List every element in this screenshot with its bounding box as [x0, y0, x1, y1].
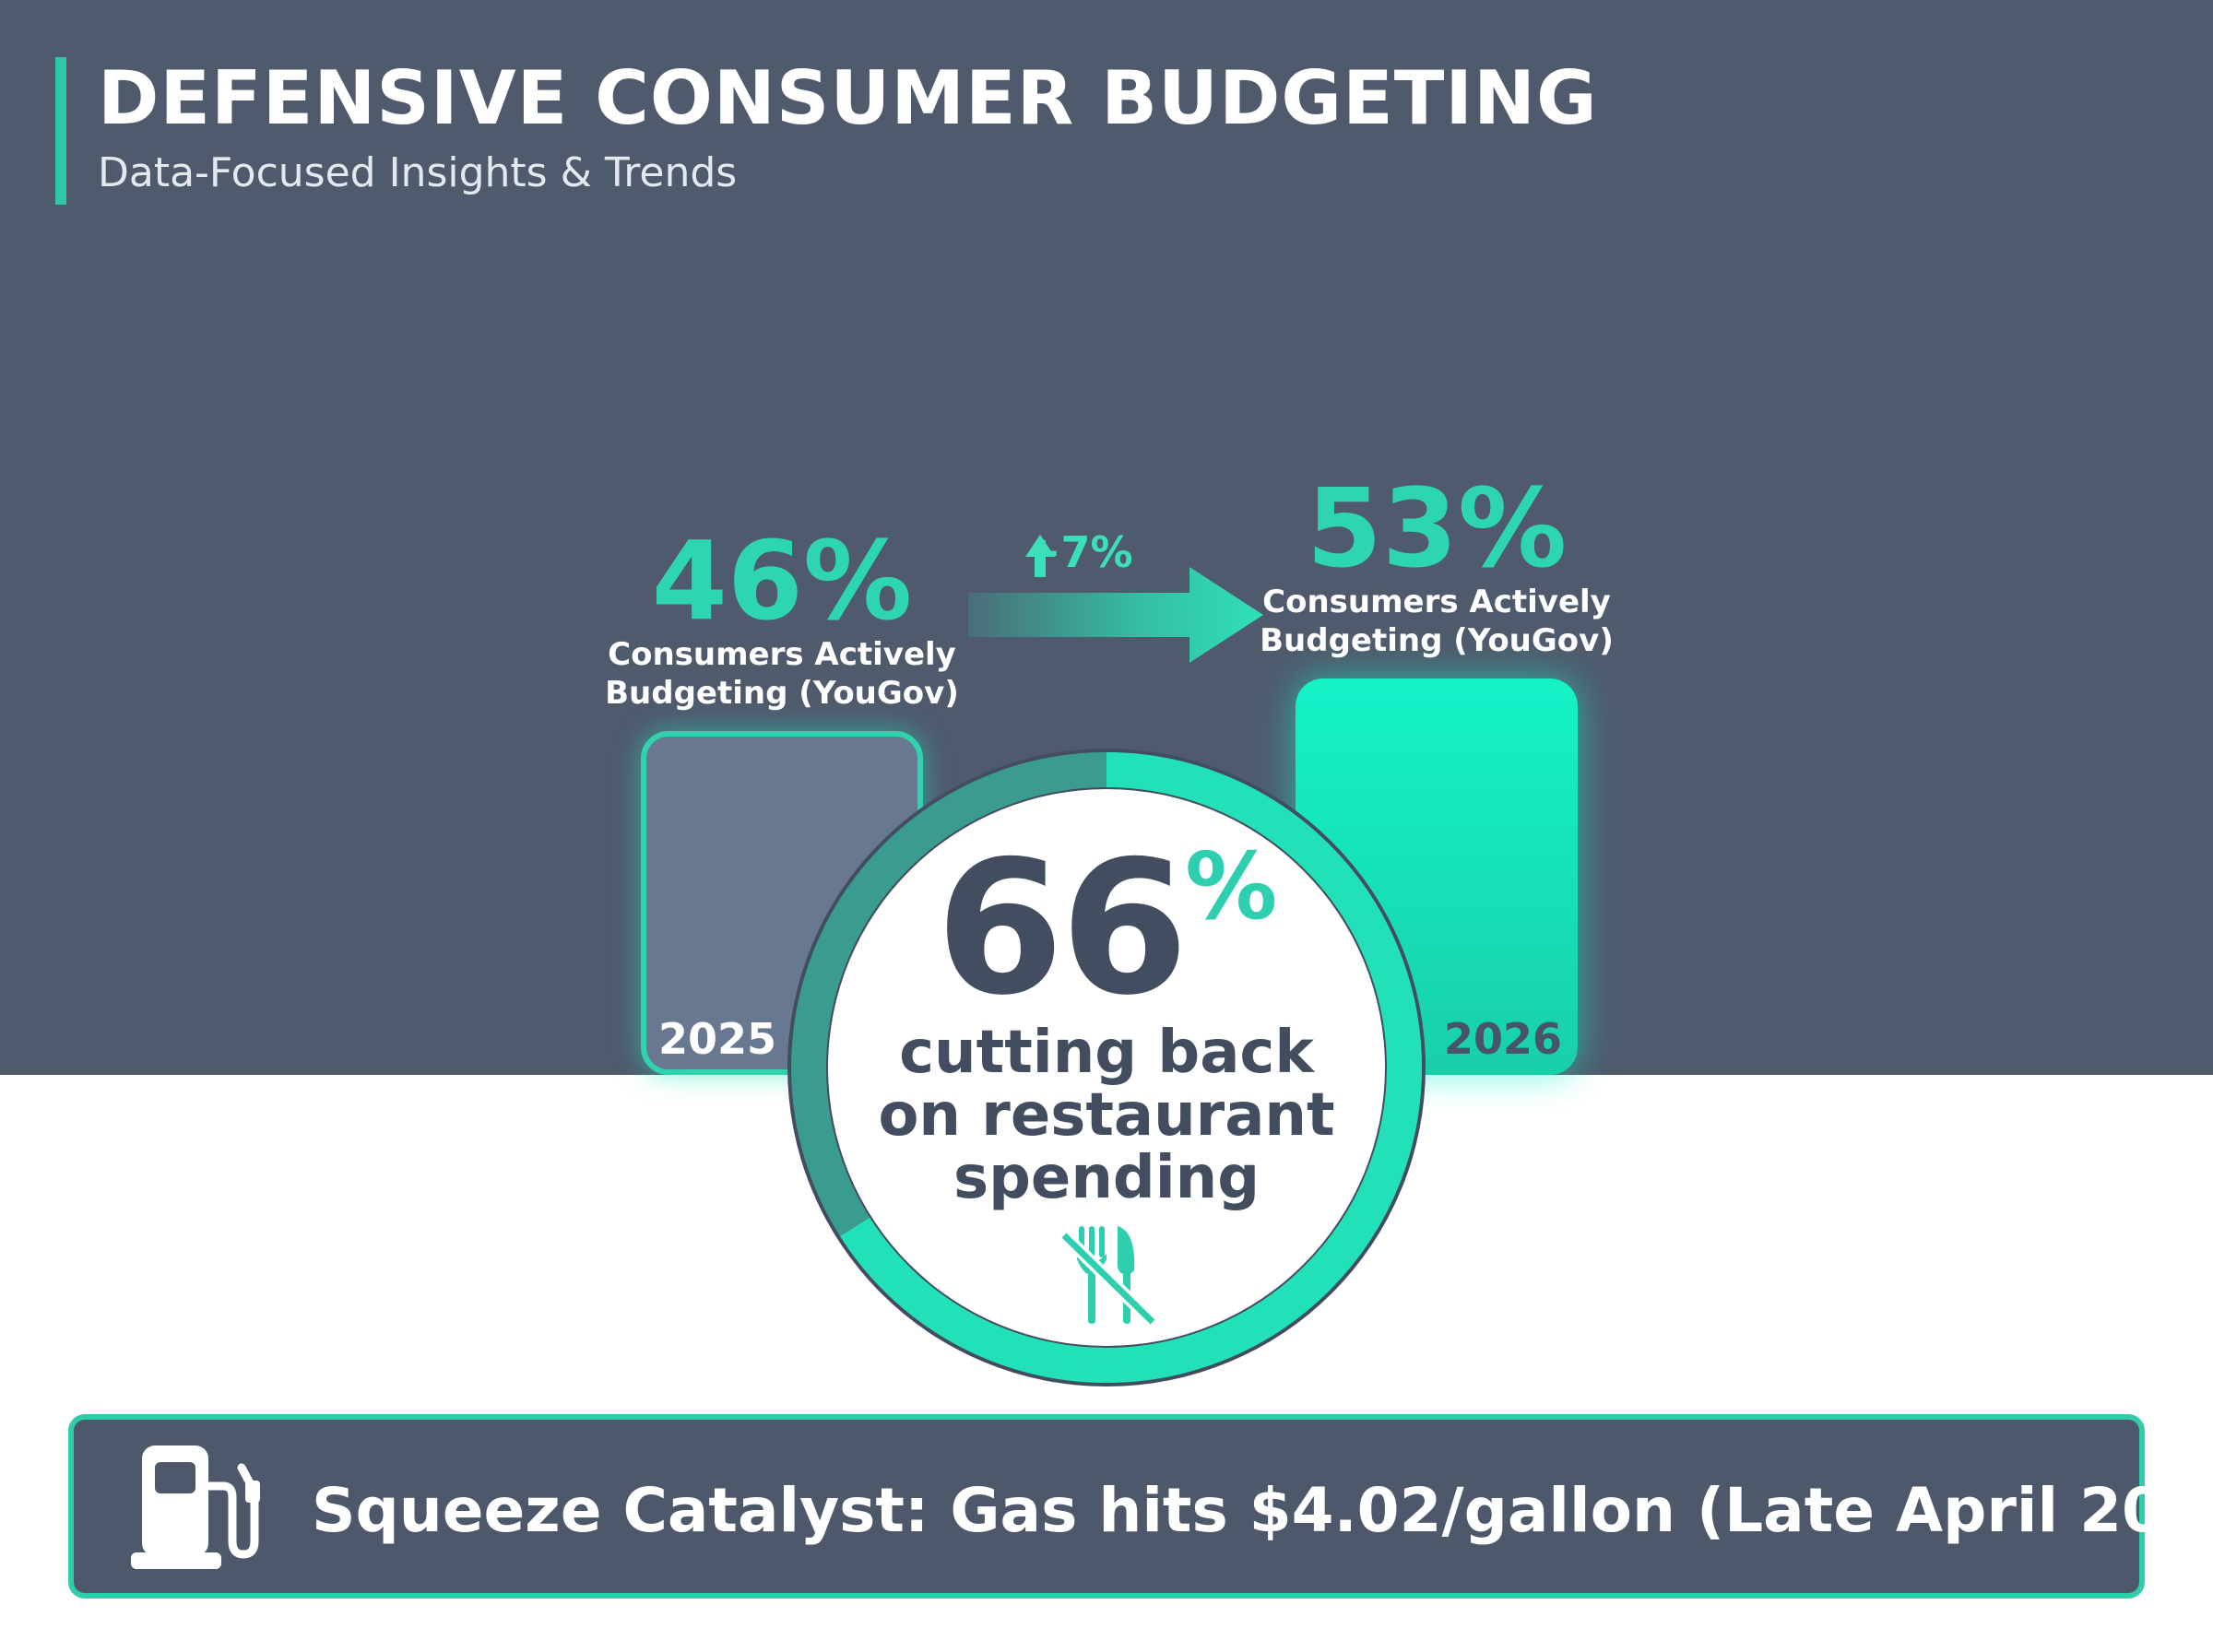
change-arrow-icon [968, 535, 1263, 663]
bar-2026-description: Consumers Actively Budgeting (YouGov) [1260, 584, 1614, 660]
gas-pump-icon [131, 1446, 260, 1569]
restaurant-stat-caption: cutting back on restaurant spending [784, 1021, 1429, 1210]
page-title: DEFENSIVE CONSUMER BUDGETING [98, 55, 1598, 141]
caption-line-1: cutting back [899, 1019, 1314, 1087]
page-subtitle: Data-Focused Insights & Trends [98, 149, 738, 196]
bar-2025-year-label: 2025 [657, 1014, 777, 1064]
bar-2026-year-label: 2026 [1443, 1014, 1563, 1064]
title-accent-bar [55, 57, 66, 205]
restaurant-progress-ring [787, 749, 1426, 1386]
restaurant-progress-arc [791, 752, 1422, 1383]
caption-line-2: on restaurant [878, 1081, 1335, 1150]
restaurant-stat-number: 66 [935, 821, 1189, 1036]
restaurant-stat-unit: % [1185, 832, 1278, 940]
catalyst-banner: Squeeze Catalyst: Gas hits $4.02/gallon … [68, 1414, 2213, 1599]
bar-2025-description: Consumers Actively Budgeting (YouGov) [605, 636, 959, 713]
no-dining-icon [1059, 1226, 1157, 1328]
change-label: +7% [1025, 527, 1133, 577]
caption-line-3: spending [953, 1144, 1260, 1212]
bar-2026-value-label: 53% [1306, 465, 1568, 593]
bar-2025-value-label: 46% [651, 517, 913, 645]
catalyst-banner-text: Squeeze Catalyst: Gas hits $4.02/gallon … [312, 1475, 2213, 1546]
restaurant-stat-value: 66% [784, 837, 1429, 1021]
